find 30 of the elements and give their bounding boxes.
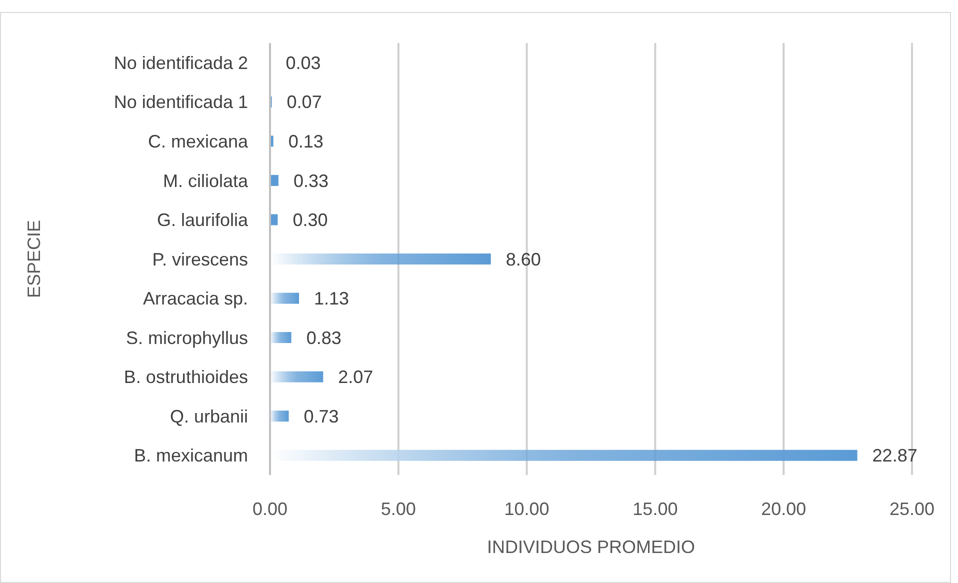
y-tick-label: G. laurifolia [156,210,249,230]
y-tick-label: S. microphyllus [126,328,248,348]
data-label: 0.03 [286,52,321,73]
x-axis-title: INDIVIDUOS PROMEDIO [486,537,696,557]
y-tick-label: B. mexicanum [134,446,248,466]
y-tick-label: No identificada 2 [114,52,248,73]
data-label: 0.30 [292,210,328,230]
data-label: 1.13 [314,288,350,309]
data-label: 0.07 [286,92,322,112]
y-tick-label: Arracacia sp. [142,288,248,309]
x-tick-label: 10.00 [504,499,550,519]
y-tick-label: B. ostruthioides [124,367,248,388]
y-tick-label: C. mexicana [148,131,249,152]
x-tick-label: 20.00 [761,499,806,519]
x-tick-label: 25.00 [889,499,935,519]
data-label: 0.13 [288,131,324,152]
y-tick-label: No identificada 1 [114,92,248,112]
data-label: 0.33 [293,170,329,191]
x-tick-label: 15.00 [632,499,678,519]
y-axis-title: ESPECIE [24,220,44,298]
data-label: 22.87 [872,446,918,466]
x-tick-label: 5.00 [380,499,416,519]
data-label: 0.73 [304,406,339,426]
x-tick-label: 0.00 [252,499,288,519]
data-label: 2.07 [338,367,374,388]
y-tick-label: P. virescens [152,249,248,270]
y-tick-label: Q. urbanii [170,406,248,426]
y-tick-label: M. ciliolata [162,170,249,191]
data-label: 8.60 [506,249,541,270]
data-label: 0.83 [306,328,342,348]
